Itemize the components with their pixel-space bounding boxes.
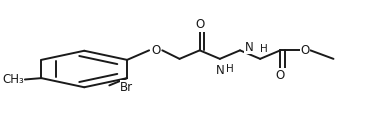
Text: Br: Br (120, 80, 133, 94)
Text: N: N (245, 41, 254, 54)
Text: H: H (260, 44, 268, 54)
Text: O: O (301, 44, 310, 57)
Text: O: O (151, 44, 160, 57)
Text: O: O (276, 69, 285, 82)
Text: H: H (226, 64, 234, 74)
Text: N: N (215, 64, 224, 77)
Text: O: O (195, 18, 204, 31)
Text: CH₃: CH₃ (2, 73, 24, 86)
